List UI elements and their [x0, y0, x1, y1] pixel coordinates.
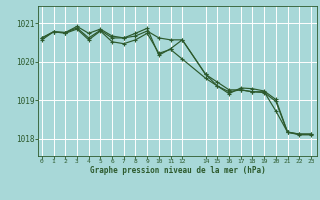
X-axis label: Graphe pression niveau de la mer (hPa): Graphe pression niveau de la mer (hPa): [90, 166, 266, 175]
